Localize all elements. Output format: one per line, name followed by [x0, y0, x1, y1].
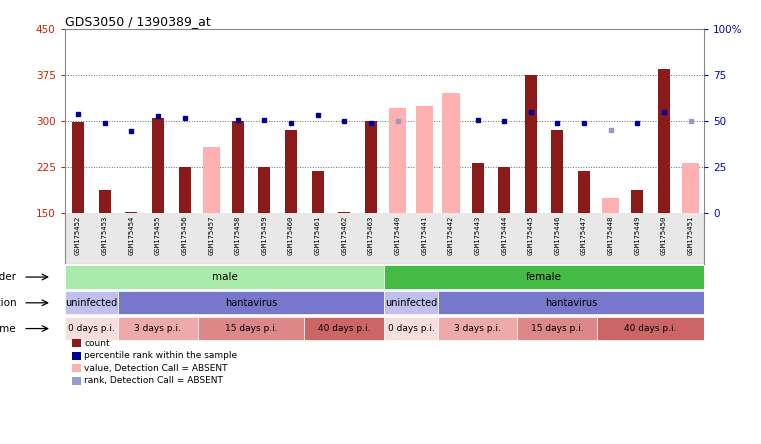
Text: GSM175462: GSM175462: [342, 216, 347, 255]
Bar: [525, 75, 537, 213]
Text: GSM175446: GSM175446: [555, 216, 560, 255]
FancyBboxPatch shape: [118, 291, 384, 314]
Bar: [179, 167, 190, 213]
Text: GDS3050 / 1390389_at: GDS3050 / 1390389_at: [65, 15, 211, 28]
Bar: [259, 167, 270, 213]
Text: gender: gender: [0, 272, 17, 282]
Bar: [152, 118, 164, 213]
Text: GSM175458: GSM175458: [235, 216, 240, 255]
FancyBboxPatch shape: [384, 291, 438, 314]
Text: value, Detection Call = ABSENT: value, Detection Call = ABSENT: [84, 364, 228, 373]
Text: uninfected: uninfected: [65, 298, 117, 308]
Bar: [312, 171, 323, 213]
Text: uninfected: uninfected: [385, 298, 437, 308]
Text: GSM175459: GSM175459: [262, 216, 267, 255]
Bar: [632, 190, 643, 213]
Bar: [442, 93, 460, 213]
FancyBboxPatch shape: [384, 317, 438, 340]
Bar: [658, 69, 670, 213]
Text: GSM175453: GSM175453: [102, 216, 107, 255]
Text: rank, Detection Call = ABSENT: rank, Detection Call = ABSENT: [84, 376, 223, 385]
Bar: [682, 163, 699, 213]
FancyBboxPatch shape: [517, 317, 597, 340]
Text: GSM175463: GSM175463: [368, 216, 374, 255]
Bar: [285, 130, 297, 213]
Text: 3 days p.i.: 3 days p.i.: [135, 324, 181, 333]
Text: count: count: [84, 339, 110, 348]
Text: GSM175460: GSM175460: [288, 216, 294, 255]
Bar: [602, 198, 619, 213]
Text: hantavirus: hantavirus: [545, 298, 597, 308]
Bar: [126, 212, 137, 213]
Text: GSM175448: GSM175448: [608, 216, 613, 255]
Text: GSM175452: GSM175452: [75, 216, 81, 255]
FancyBboxPatch shape: [198, 317, 304, 340]
Text: GSM175456: GSM175456: [182, 216, 187, 255]
Text: GSM175444: GSM175444: [501, 216, 507, 255]
Text: GSM175454: GSM175454: [129, 216, 134, 255]
FancyBboxPatch shape: [384, 266, 704, 289]
Text: 15 days p.i.: 15 days p.i.: [224, 324, 278, 333]
Text: 40 days p.i.: 40 days p.i.: [625, 324, 677, 333]
Text: time: time: [0, 324, 17, 333]
Text: GSM175450: GSM175450: [661, 216, 667, 255]
Text: GSM175445: GSM175445: [528, 216, 533, 255]
Text: GSM175451: GSM175451: [688, 216, 693, 255]
Bar: [202, 147, 220, 213]
Bar: [389, 108, 406, 213]
Text: GSM175440: GSM175440: [395, 216, 400, 255]
Text: 15 days p.i.: 15 days p.i.: [531, 324, 584, 333]
Bar: [339, 212, 350, 213]
Text: female: female: [526, 272, 562, 282]
Text: GSM175455: GSM175455: [155, 216, 161, 255]
Bar: [578, 171, 590, 213]
Bar: [416, 106, 433, 213]
Text: hantavirus: hantavirus: [225, 298, 277, 308]
Bar: [552, 130, 563, 213]
Bar: [472, 163, 483, 213]
Text: 40 days p.i.: 40 days p.i.: [318, 324, 371, 333]
Bar: [99, 190, 110, 213]
Bar: [498, 167, 510, 213]
Text: male: male: [212, 272, 237, 282]
Text: percentile rank within the sample: percentile rank within the sample: [84, 351, 237, 360]
Text: GSM175461: GSM175461: [315, 216, 320, 255]
Text: GSM175442: GSM175442: [448, 216, 454, 255]
FancyBboxPatch shape: [438, 291, 704, 314]
Text: 0 days p.i.: 0 days p.i.: [387, 324, 435, 333]
FancyBboxPatch shape: [118, 317, 198, 340]
Bar: [232, 121, 244, 213]
Text: 3 days p.i.: 3 days p.i.: [454, 324, 501, 333]
FancyBboxPatch shape: [597, 317, 704, 340]
Text: GSM175457: GSM175457: [209, 216, 214, 255]
Text: infection: infection: [0, 298, 17, 308]
Text: GSM175443: GSM175443: [475, 216, 480, 255]
FancyBboxPatch shape: [65, 317, 118, 340]
FancyBboxPatch shape: [304, 317, 384, 340]
FancyBboxPatch shape: [65, 266, 384, 289]
FancyBboxPatch shape: [65, 291, 118, 314]
Text: GSM175449: GSM175449: [635, 216, 640, 255]
Text: GSM175447: GSM175447: [581, 216, 587, 255]
Bar: [72, 122, 84, 213]
FancyBboxPatch shape: [438, 317, 517, 340]
Text: GSM175441: GSM175441: [422, 216, 427, 255]
Bar: [365, 121, 377, 213]
Text: 0 days p.i.: 0 days p.i.: [68, 324, 115, 333]
